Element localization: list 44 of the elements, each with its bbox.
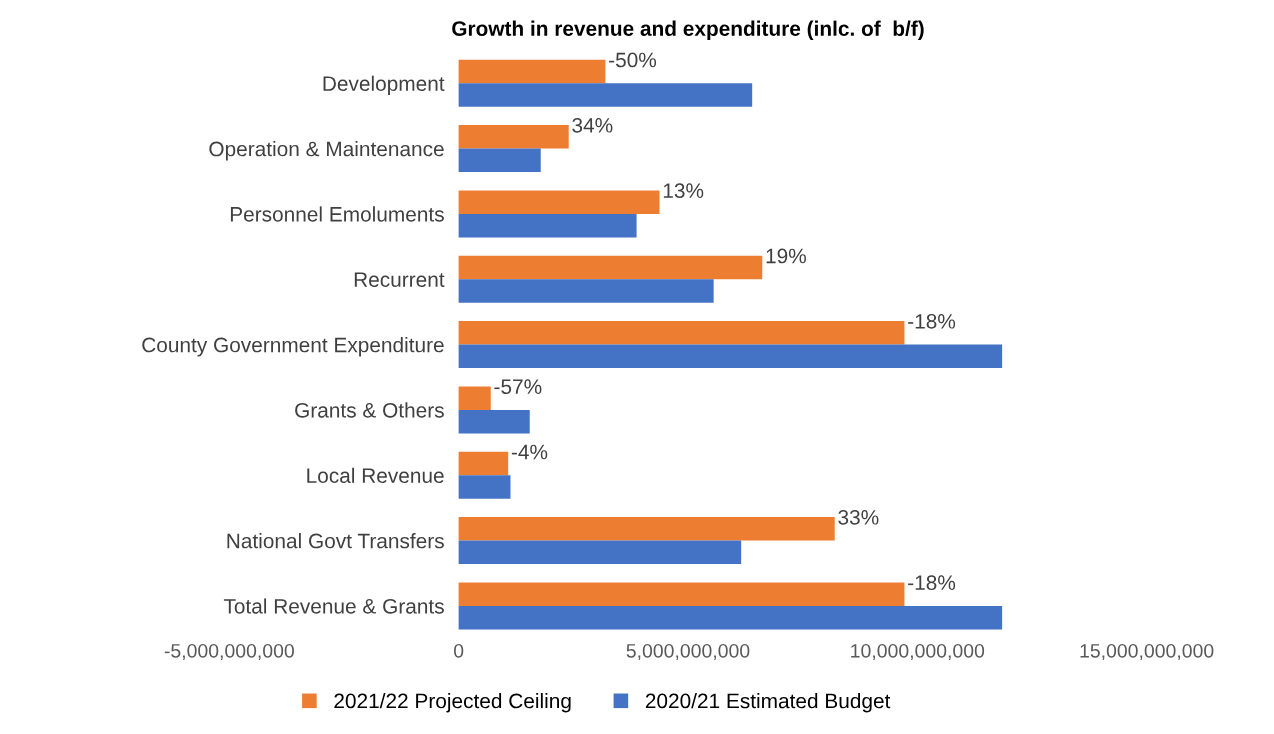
annotation: 13% (663, 183, 704, 199)
y-tick-label: County Government Expenditure (142, 337, 444, 357)
annotation: 19% (766, 248, 806, 264)
chart-title: Growth in revenue and expenditure (inlc. of b/f) (452, 20, 924, 41)
bar (458, 321, 905, 345)
y-tick-label: Total Revenue & Grants (223, 598, 444, 614)
annotation: 34% (572, 117, 613, 133)
x-tick-label: -5,000,000,000 (164, 643, 294, 661)
bar (458, 344, 1003, 369)
x-tick-label: 15,000,000,000 (1080, 643, 1214, 661)
x-tick-label: 5,000,000,000 (626, 643, 750, 661)
bar (458, 386, 491, 410)
annotation: 33% (838, 509, 879, 525)
y-tick-label: National Govt Transfers (227, 533, 444, 549)
annotation: -18% (908, 313, 956, 329)
bar (458, 475, 511, 499)
annotation: -57% (494, 379, 542, 395)
x-tick-label: 0 (453, 643, 464, 658)
x-tick-label: 10,000,000,000 (851, 643, 985, 661)
bar (458, 255, 763, 280)
y-tick-label: Grants & Others (295, 402, 444, 418)
bar (458, 148, 541, 173)
bar (458, 279, 714, 303)
annotation: -50% (609, 52, 657, 68)
annotation: -4% (511, 444, 548, 460)
bar (458, 409, 530, 434)
bar (458, 540, 742, 565)
legend-label: 2021/22 Projected Ceiling (334, 693, 571, 713)
bar (458, 190, 660, 214)
y-tick-label: Operation & Maintenance (209, 141, 444, 161)
y-tick-label: Local Revenue (307, 467, 444, 483)
bar (458, 605, 1003, 630)
bar (458, 451, 509, 476)
bar (458, 59, 606, 84)
legend-label: 2020/21 Estimated Budget (645, 693, 891, 713)
y-tick-label: Development (323, 75, 445, 96)
bar (458, 582, 905, 606)
annotation: -18% (908, 575, 956, 591)
bar (458, 213, 637, 238)
bar (458, 125, 569, 149)
y-tick-label: Recurrent (354, 272, 445, 287)
y-tick-label: Personnel Emoluments (230, 206, 444, 222)
bar (458, 517, 835, 541)
bar (458, 83, 753, 107)
